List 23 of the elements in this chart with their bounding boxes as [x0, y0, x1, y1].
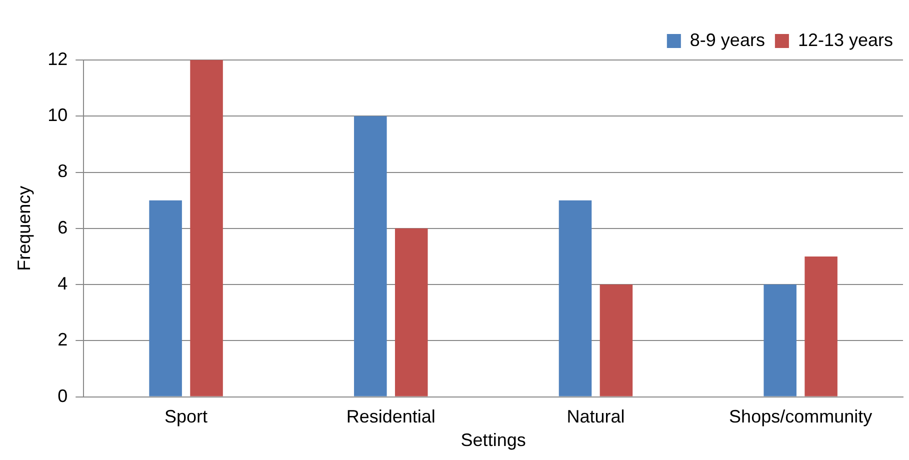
x-tick-label: Residential [346, 406, 436, 427]
y-tick-label: 12 [48, 48, 68, 69]
legend-label: 8-9 years [690, 30, 765, 50]
bar [804, 256, 838, 396]
bar [558, 200, 592, 396]
bar [394, 228, 428, 396]
bar [354, 116, 387, 396]
y-tick-label: 0 [58, 386, 68, 406]
x-tick-label: Natural [566, 406, 625, 427]
y-tick-label: 10 [48, 105, 68, 126]
x-tick-label: Sport [164, 406, 208, 427]
bar [149, 200, 182, 396]
y-tick-label: 4 [58, 274, 68, 294]
bar [190, 60, 223, 396]
bar [600, 284, 633, 396]
bar [764, 284, 796, 396]
x-tick-label: Shops/community [729, 406, 872, 427]
y-axis-title: Frequency [14, 186, 34, 271]
y-tick-label: 8 [58, 161, 68, 182]
x-axis-title: Settings [460, 430, 526, 450]
y-tick-label: 6 [58, 217, 68, 238]
y-tick-label: 2 [58, 330, 68, 350]
legend-label: 12-13 years [798, 30, 894, 50]
